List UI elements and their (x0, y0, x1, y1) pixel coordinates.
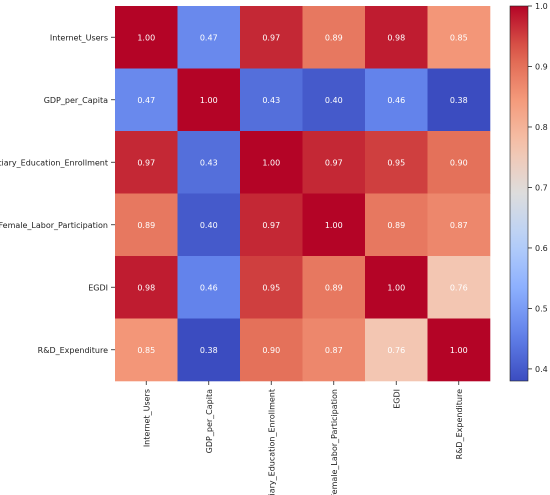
heatmap-cell (240, 6, 303, 69)
heatmap-cell (115, 131, 178, 194)
heatmap-cell (302, 318, 366, 382)
colorbar-tick-label: 0.9 (535, 62, 548, 71)
heatmap-cell (427, 256, 491, 319)
heatmap-cell (240, 131, 303, 194)
heatmap-cells: 1.00 0.47 0.97 0.89 0.98 0.85 0.47 1.00 0.43 0.40… (115, 6, 491, 382)
cell-value-label: 0.90 (262, 346, 280, 355)
heatmap-cell (427, 193, 491, 257)
colorbar-gradient (509, 5, 529, 382)
heatmap-cell (302, 68, 366, 132)
colorbar: 0.4 0.5 0.6 0.7 0.8 0.9 1.0 (509, 2, 548, 382)
heatmap-cell (302, 131, 366, 194)
heatmap-cell (427, 68, 491, 132)
column-label-r-d-expenditure: R&D_Expenditure (455, 389, 464, 459)
heatmap-cell (177, 318, 241, 382)
heatmap-cell (427, 6, 491, 69)
cell-value-label: 1.00 (325, 221, 343, 230)
heatmap-cell (177, 6, 241, 69)
heatmap-cell (177, 256, 241, 319)
cell-value-label: 0.89 (387, 221, 405, 230)
cell-value-label: 0.89 (325, 283, 343, 292)
heatmap-cell (365, 68, 428, 132)
colorbar-tick-label: 0.5 (535, 304, 548, 313)
row-label-internet-users: Internet_Users (50, 33, 108, 42)
row-label-egdi: EGDI (88, 283, 108, 292)
row-labels: Internet_Users GDP_per_Capita Tertiary_Edu… (0, 33, 115, 355)
cell-value-label: 1.00 (137, 33, 155, 42)
heatmap-cell (115, 68, 178, 132)
column-label-internet-users: Internet_Users (142, 389, 151, 447)
heatmap-cell (177, 193, 241, 257)
cell-value-label: 0.98 (137, 283, 155, 292)
cell-value-label: 0.97 (262, 33, 280, 42)
cell-value-label: 0.85 (450, 33, 468, 42)
heatmap-cell (240, 68, 303, 132)
column-labels: Internet_Users GDP_per_Capita Tertiary_Edu… (142, 381, 464, 495)
heatmap-cell (177, 131, 241, 194)
column-label-gdp-per-capita: GDP_per_Capita (205, 389, 214, 453)
cell-value-label: 0.38 (450, 96, 468, 105)
cell-value-label: 0.40 (325, 96, 343, 105)
cell-value-label: 0.87 (450, 221, 468, 230)
heatmap-cell (365, 131, 428, 194)
heatmap-cell (240, 193, 303, 257)
heatmap-cell (115, 6, 178, 69)
cell-value-label: 1.00 (262, 158, 280, 167)
heatmap-cell (302, 256, 366, 319)
heatmap-cell (115, 193, 178, 257)
cell-value-label: 0.90 (450, 158, 468, 167)
cell-value-label: 0.46 (387, 96, 405, 105)
heatmap-cell (115, 318, 178, 382)
column-label-egdi: EGDI (392, 389, 401, 409)
colorbar-tick-label: 0.7 (535, 183, 548, 192)
cell-value-label: 1.00 (200, 96, 218, 105)
cell-value-label: 0.89 (137, 221, 155, 230)
heatmap-cell (365, 6, 428, 69)
colorbar-ticks: 0.4 0.5 0.6 0.7 0.8 0.9 1.0 (528, 2, 548, 374)
colorbar-tick-label: 1.0 (535, 2, 548, 11)
heatmap-cell (240, 318, 303, 382)
cell-value-label: 0.97 (137, 158, 155, 167)
heatmap-cell (302, 193, 366, 257)
cell-value-label: 0.43 (200, 158, 218, 167)
row-label-female-labor-participation: Female_Labor_Participation (0, 221, 108, 230)
row-label-gdp-per-capita: GDP_per_Capita (44, 96, 108, 105)
cell-value-label: 0.97 (262, 221, 280, 230)
heatmap-cell (302, 6, 366, 69)
heatmap-cell (365, 256, 428, 319)
cell-value-label: 0.43 (262, 96, 280, 105)
heatmap-cell (240, 256, 303, 319)
cell-value-label: 0.47 (137, 96, 155, 105)
cell-value-label: 0.97 (325, 158, 343, 167)
cell-value-label: 0.95 (387, 158, 405, 167)
column-label-tertiary-education-enrollment: Tertiary_Education_Enrollment (267, 389, 276, 495)
cell-value-label: 0.46 (200, 283, 218, 292)
heatmap-cell (177, 68, 241, 132)
column-label-female-labor-participation: Female_Labor_Participation (330, 389, 339, 495)
cell-value-label: 0.76 (450, 283, 468, 292)
heatmap-cell (427, 131, 491, 194)
cell-value-label: 0.76 (387, 346, 405, 355)
cell-value-label: 0.47 (200, 33, 218, 42)
cell-value-label: 0.40 (200, 221, 218, 230)
cell-value-label: 0.98 (387, 33, 405, 42)
colorbar-tick-label: 0.8 (535, 123, 548, 132)
heatmap-cell (427, 318, 491, 382)
cell-value-label: 0.85 (137, 346, 155, 355)
row-label-r-d-expenditure: R&D_Expenditure (38, 346, 108, 355)
cell-value-label: 0.38 (200, 346, 218, 355)
cell-value-label: 0.89 (325, 33, 343, 42)
heatmap-cell (365, 193, 428, 257)
cell-value-label: 0.95 (262, 283, 280, 292)
row-label-tertiary-education-enrollment: Tertiary_Education_Enrollment (0, 158, 108, 167)
heatmap-cell (115, 256, 178, 319)
cell-value-label: 0.87 (325, 346, 343, 355)
colorbar-tick-label: 0.4 (535, 365, 548, 374)
heatmap-cell (365, 318, 428, 382)
cell-value-label: 1.00 (387, 283, 405, 292)
colorbar-tick-label: 0.6 (535, 244, 548, 253)
cell-value-label: 1.00 (450, 346, 468, 355)
